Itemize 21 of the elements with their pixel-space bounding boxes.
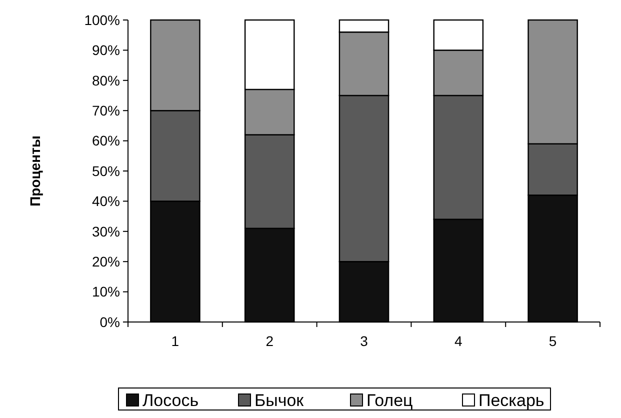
y-tick-label: 40%	[92, 193, 120, 210]
x-tick-label: 5	[548, 333, 557, 349]
y-tick-label: 90%	[92, 42, 120, 58]
legend-label: Лосось	[142, 391, 199, 410]
y-tick-label: 70%	[92, 102, 120, 118]
legend-label: Голец	[366, 391, 414, 410]
x-tick-label: 4	[454, 333, 462, 349]
y-tick-label: 0%	[100, 314, 120, 330]
y-tick-label: 100%	[84, 12, 120, 28]
legend-label: Пескарь	[478, 391, 544, 410]
y-tick-label: 60%	[92, 132, 120, 149]
y-axis-title: Проценты	[27, 136, 43, 206]
x-tick-label: 1	[171, 333, 180, 349]
legend-label: Бычок	[254, 391, 304, 410]
x-tick-label: 3	[360, 333, 368, 349]
y-tick-label: 80%	[92, 72, 120, 88]
y-tick-label: 50%	[92, 162, 120, 179]
y-tick-label: 30%	[92, 223, 120, 240]
y-tick-label: 10%	[92, 284, 120, 300]
x-tick-label: 2	[266, 333, 274, 349]
y-tick-label: 20%	[92, 254, 120, 270]
